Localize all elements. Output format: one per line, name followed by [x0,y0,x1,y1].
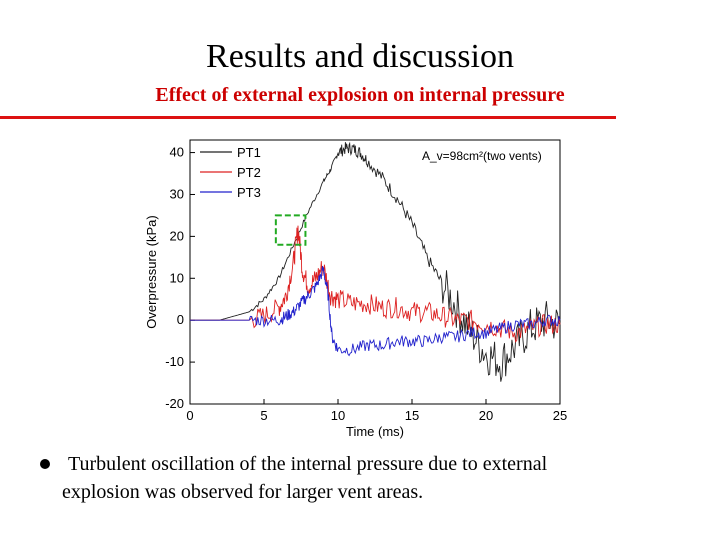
series-line-pt2 [190,225,561,343]
legend-label: PT1 [237,145,261,160]
annotation-area: A_v=98cm²(two vents) [422,149,542,163]
x-tick-label: 25 [553,408,567,423]
x-tick-label: 15 [405,408,419,423]
slide-subtitle: Effect of external explosion on internal… [155,84,565,106]
plot-frame [189,139,561,405]
bullet-text-line2: explosion was observed for larger vent a… [62,481,424,503]
bullet-icon [40,459,50,469]
highlight-box [274,214,307,246]
x-tick-label: 0 [186,408,193,423]
y-tick-label: 30 [170,186,184,201]
pressure-chart: 0 5 10 15 20 25 -20 -10 0 10 20 30 40 PT1 PT2 PT3 A_v=… [144,139,567,439]
y-tick-label: 0 [177,312,184,327]
bullet-text-line1: Turbulent oscillation of the internal pr… [68,453,548,475]
title-divider [0,116,616,119]
y-tick-label: -20 [165,396,184,411]
slide-title: Results and discussion [206,38,514,75]
y-tick-label: -10 [165,354,184,369]
x-tick-label: 20 [479,408,493,423]
y-tick-label: 20 [170,228,184,243]
x-tick-label: 5 [260,408,267,423]
series-line-pt3 [190,265,561,357]
y-axis-label: Overpressure (kPa) [144,215,159,328]
y-tick-label: 40 [170,145,184,160]
x-axis-label: Time (ms) [346,424,404,439]
y-tick-label: 10 [170,270,184,285]
legend-label: PT2 [237,165,261,180]
series-line-pt1 [190,141,561,382]
legend-label: PT3 [237,185,261,200]
x-tick-label: 10 [331,408,345,423]
